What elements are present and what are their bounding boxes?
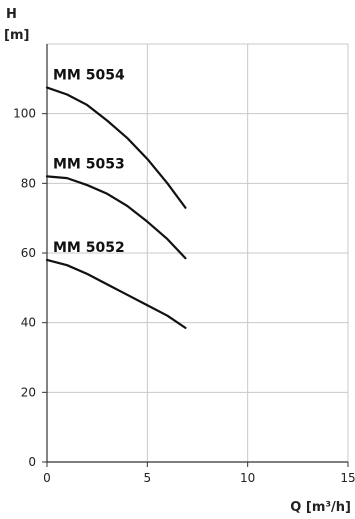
axes: 0 5 10 15 0 20 40 60 80 100 — [13, 44, 355, 485]
y-tick-label: 80 — [21, 176, 36, 190]
series-label-1: MM 5054 — [53, 68, 125, 84]
series-line-2 — [45, 175, 187, 260]
x-tick-label: 10 — [240, 471, 255, 485]
y-axis-title-line1: H — [6, 7, 17, 22]
y-tick-label: 0 — [28, 455, 36, 469]
y-tick-label: 100 — [13, 107, 36, 121]
y-tick-label: 20 — [21, 385, 36, 399]
series-label-2: MM 5053 — [53, 156, 125, 172]
y-tick-label: 40 — [21, 316, 36, 330]
series-line-3 — [45, 258, 187, 329]
labels-group: MM 5054 MM 5053 MM 5052 — [53, 68, 125, 256]
x-tick-label: 15 — [340, 471, 355, 485]
x-axis-title: Q [m³/h] — [290, 500, 351, 515]
x-tick-label: 5 — [144, 471, 152, 485]
series-line-1 — [45, 86, 187, 209]
y-axis-title-line2: [m] — [4, 28, 29, 43]
series-label-3: MM 5052 — [53, 240, 125, 256]
y-tick-label: 60 — [21, 246, 36, 260]
series-group — [45, 86, 187, 329]
x-tick-label: 0 — [43, 471, 51, 485]
